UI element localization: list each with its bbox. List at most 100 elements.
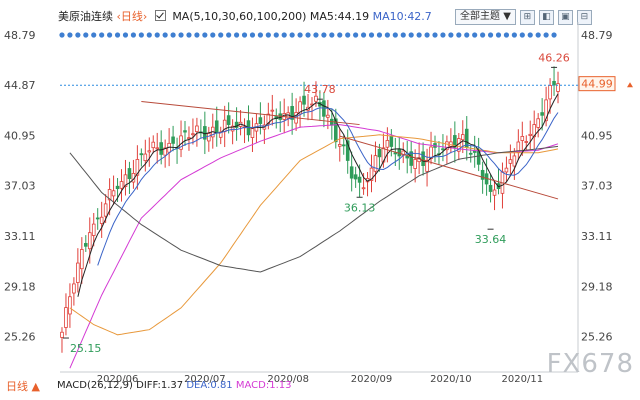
candle-body (115, 185, 120, 190)
event-marker (511, 32, 517, 38)
theme-select[interactable]: 全部主题 ▼ (455, 9, 516, 25)
candle-body (488, 184, 493, 192)
candle-body (76, 262, 80, 283)
candle-body (468, 152, 473, 155)
chevron-up-icon: ▲ (31, 380, 40, 393)
layout-grid-button[interactable]: ⊞ (519, 9, 535, 25)
event-marker (408, 32, 414, 38)
event-marker (233, 32, 240, 38)
candle-body (207, 133, 211, 142)
extreme-label: 33.64 (475, 233, 507, 246)
period-selector[interactable]: 日线 ▲ (6, 378, 40, 394)
candle-body (80, 249, 84, 270)
candle-body (84, 243, 88, 247)
candle-body (68, 296, 72, 315)
candle-body (230, 125, 235, 132)
event-marker (170, 32, 176, 38)
event-marker (210, 32, 216, 38)
event-marker (337, 32, 343, 38)
event-marker (487, 32, 494, 38)
x-tick-label: 2020/10 (430, 374, 472, 385)
period-link[interactable]: ‹日线› (116, 10, 148, 23)
event-marker (59, 32, 65, 38)
event-marker (241, 32, 248, 38)
event-marker (456, 32, 462, 38)
event-marker (257, 32, 263, 38)
event-marker (202, 32, 208, 38)
candle-body (389, 135, 394, 147)
y-tick-label-left: 37.03 (4, 180, 36, 193)
instrument-name: 美原油连续 (58, 10, 113, 23)
candle-body (512, 155, 517, 167)
event-marker (360, 32, 367, 38)
event-marker (289, 32, 295, 38)
candles-group (60, 66, 560, 353)
candle-body (159, 142, 163, 155)
candle-body (123, 174, 128, 187)
candle-body (226, 115, 231, 125)
event-marker (305, 32, 311, 38)
event-marker (91, 32, 97, 38)
candle-body (334, 118, 338, 143)
candle-body (330, 118, 334, 126)
candle-body (369, 167, 374, 181)
extreme-label: 43.78 (304, 83, 336, 96)
candle-body (60, 331, 64, 338)
ma-line-ma10 (97, 107, 559, 266)
candle-body (341, 144, 346, 147)
event-marker (519, 32, 525, 38)
split-view-button[interactable]: ◧ (538, 9, 554, 25)
trend-line (141, 100, 360, 126)
candle-body (472, 150, 477, 153)
event-marker (67, 32, 73, 38)
macd-readout: MACD(26,12,9) DIFF:1.37 DEA:0.81 MACD:1.… (57, 380, 291, 391)
event-marker (321, 32, 327, 38)
collapse-button[interactable]: ⊟ (576, 9, 592, 25)
event-marker (313, 32, 319, 38)
candle-body (349, 166, 354, 179)
ma-checkbox[interactable] (154, 10, 166, 21)
candle-body (520, 135, 525, 141)
candle-body (445, 141, 449, 151)
event-marker (154, 32, 160, 38)
y-tick-label-right: 25.26 (581, 331, 613, 344)
candle-body (64, 307, 68, 328)
macd-histogram-value: MACD:1.13 (235, 380, 292, 391)
chevron-down-icon: ▼ (503, 11, 511, 22)
candle-body (147, 150, 152, 153)
y-tick-label-left: 29.18 (4, 280, 36, 293)
event-marker (543, 32, 549, 38)
event-marker (392, 32, 398, 38)
candle-body (143, 153, 148, 162)
ma5-value: MA5:44.19 (309, 10, 370, 23)
candle-body (250, 128, 255, 138)
y-tick-label-left: 44.87 (4, 79, 36, 92)
fullscreen-button[interactable]: ▣ (557, 9, 573, 25)
event-marker (122, 32, 129, 38)
x-tick-label: 2020/06 (97, 374, 139, 385)
event-marker (226, 32, 232, 38)
y-tick-label-right: 37.03 (581, 180, 613, 193)
event-marker (551, 32, 557, 38)
macd-dea-value: DEA:0.81 (186, 380, 233, 391)
candle-body (361, 187, 366, 190)
x-tick-label: 2020/09 (351, 374, 393, 385)
candle-body (337, 144, 342, 147)
candle-body (409, 151, 413, 166)
macd-dif-value: DIFF:1.37 (136, 380, 184, 391)
event-marker (384, 32, 390, 38)
candle-body (103, 203, 108, 217)
candle-body (373, 155, 378, 172)
y-tick-label-right: 33.11 (581, 230, 613, 243)
ma-line-ma5 (77, 93, 559, 297)
candle-body (421, 151, 425, 166)
event-marker (376, 32, 383, 38)
candle-body (95, 217, 100, 220)
chart-header: 美原油连续 ‹日线› MA(5,10,30,60,100,200) MA5:44… (58, 8, 432, 24)
x-tick-label: 2020/08 (267, 374, 309, 385)
candle-body (504, 167, 509, 173)
candle-body (127, 168, 132, 180)
candle-body (214, 120, 219, 133)
candle-body (191, 133, 195, 136)
